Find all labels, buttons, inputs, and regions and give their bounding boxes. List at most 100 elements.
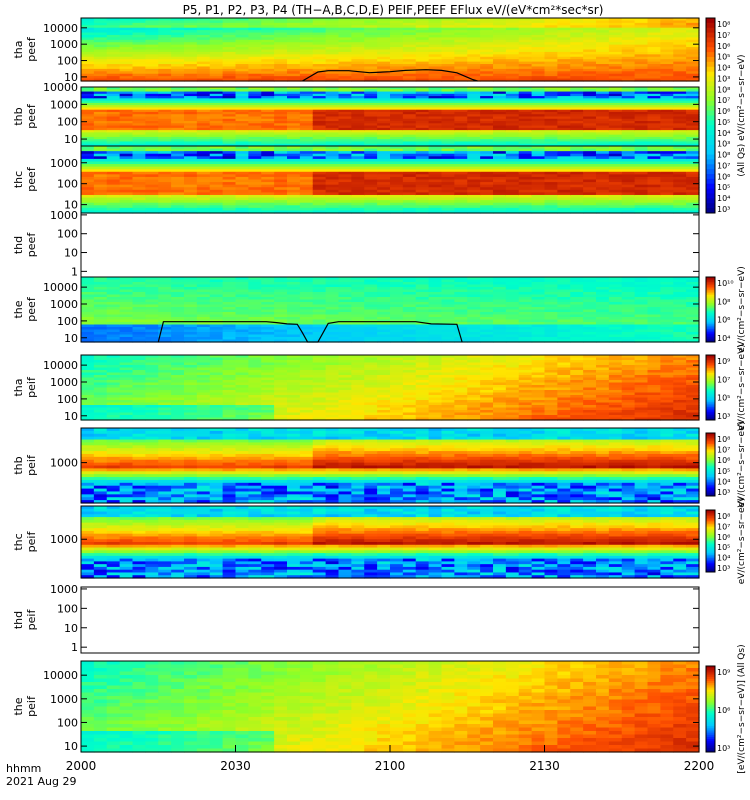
heat-cell <box>81 56 95 60</box>
heat-cell <box>531 89 546 93</box>
heat-cell <box>583 118 597 122</box>
heat-cell <box>261 116 275 120</box>
heat-cell <box>248 136 262 140</box>
heat-cell <box>390 91 404 95</box>
heat-cell <box>158 56 172 60</box>
heat-cell <box>312 61 327 65</box>
heat-cell <box>351 127 365 131</box>
heat-cell <box>544 71 558 75</box>
heat-cell <box>248 73 262 77</box>
heat-cell <box>557 87 571 90</box>
heat-cell <box>145 176 159 181</box>
heat-cell <box>184 87 198 90</box>
heat-cell <box>518 47 533 51</box>
heat-cell <box>299 93 314 97</box>
heat-cell <box>454 42 468 46</box>
heat-cell <box>338 76 352 80</box>
heat-cell <box>274 109 288 113</box>
heat-cell <box>415 93 430 97</box>
heat-cell <box>274 98 288 102</box>
heat-cell <box>248 54 262 58</box>
heat-cell <box>338 123 352 127</box>
heat-cell <box>377 59 391 63</box>
heat-cell <box>428 47 443 51</box>
heat-cell <box>106 87 121 90</box>
heat-cell <box>596 44 610 48</box>
heat-cell <box>106 61 121 65</box>
heat-cell <box>132 179 146 183</box>
heat-cell <box>583 56 597 60</box>
heat-cell <box>93 78 108 82</box>
heat-cell <box>402 18 417 22</box>
heat-cell <box>531 96 546 99</box>
heat-cell <box>441 61 455 65</box>
heat-cell <box>235 118 249 122</box>
heat-cell <box>570 134 584 138</box>
heat-cell <box>441 96 455 99</box>
heat-cell <box>377 44 391 48</box>
heat-cell <box>119 20 134 24</box>
heat-cell <box>106 78 121 82</box>
heat-cell <box>235 49 249 53</box>
heat-cell <box>119 87 134 90</box>
heat-cell <box>596 139 610 143</box>
heat-cell <box>557 111 571 115</box>
heat-cell <box>518 102 533 106</box>
heat-cell <box>93 169 108 173</box>
heat-cell <box>390 89 404 93</box>
heat-cell <box>583 78 597 82</box>
heat-cell <box>248 114 262 118</box>
heat-cell <box>647 44 661 48</box>
heat-cell <box>235 143 249 147</box>
heat-cell <box>312 49 327 53</box>
heat-cell <box>441 134 455 138</box>
heat-cell <box>81 151 95 155</box>
heat-cell <box>274 136 288 140</box>
heat-cell <box>428 44 443 48</box>
heat-cell <box>647 73 661 77</box>
heat-cell <box>596 109 610 113</box>
heat-cell <box>364 114 378 118</box>
heat-cell <box>312 114 327 118</box>
heat-cell <box>248 61 262 65</box>
heat-cell <box>132 102 146 106</box>
heat-cell <box>81 22 95 26</box>
heat-cell <box>299 123 314 127</box>
heat-cell <box>454 89 468 93</box>
heat-cell <box>415 25 430 29</box>
heat-cell <box>634 39 649 43</box>
heat-cell <box>531 44 546 48</box>
heat-cell <box>119 56 134 60</box>
heat-cell <box>93 68 108 72</box>
heat-cell <box>81 171 95 175</box>
heat-cell <box>493 105 507 109</box>
heat-cell <box>570 59 584 63</box>
heat-cell <box>634 89 649 93</box>
heat-cell <box>402 91 417 95</box>
heat-cell <box>81 205 95 209</box>
heat-cell <box>364 64 378 68</box>
heat-cell <box>390 87 404 90</box>
heat-cell <box>196 127 211 131</box>
heat-cell <box>312 111 327 115</box>
heat-cell <box>209 34 224 38</box>
heat-cell <box>312 73 327 77</box>
heat-cell <box>518 125 533 129</box>
heat-cell <box>557 78 571 82</box>
heat-cell <box>351 59 365 63</box>
heat-cell <box>544 93 558 97</box>
heat-cell <box>325 42 340 46</box>
heat-cell <box>209 102 224 106</box>
heat-cell <box>660 59 674 63</box>
heat-cell <box>634 78 649 82</box>
heat-cell <box>364 22 378 26</box>
heat-cell <box>583 141 597 145</box>
heat-cell <box>261 49 275 53</box>
heat-cell <box>531 136 546 140</box>
heat-cell <box>531 91 546 95</box>
heat-cell <box>390 51 404 55</box>
heat-cell <box>184 125 198 129</box>
heat-cell <box>106 174 121 178</box>
heat-cell <box>544 102 558 106</box>
heat-cell <box>209 20 224 24</box>
